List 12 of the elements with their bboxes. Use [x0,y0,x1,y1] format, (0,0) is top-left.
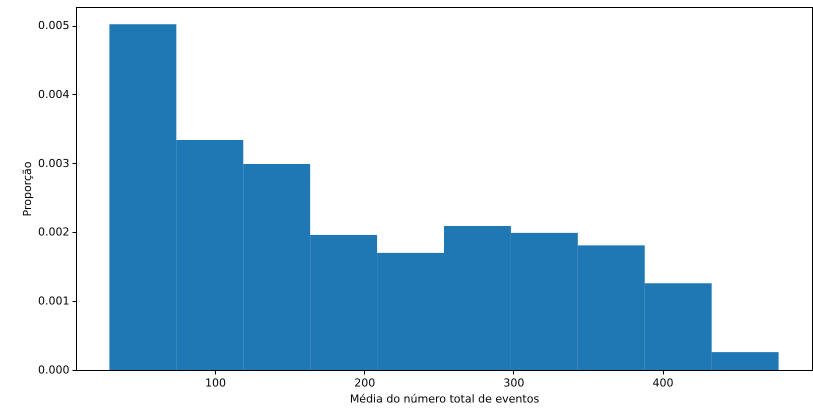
x-tick-label: 100 [205,376,226,390]
y-tick-label: 0.002 [38,226,70,239]
y-tick-label: 0.003 [38,156,70,170]
x-tick-label: 200 [354,376,376,390]
y-axis-title: Proporção [21,161,34,216]
y-tick-label: 0.005 [38,19,70,32]
y-tick-label: 0.000 [38,364,70,376]
x-tick-label: 300 [503,376,524,390]
y-tick-label: 0.004 [38,88,70,101]
y-tick-label: 0.001 [38,294,70,308]
x-tick-label: 400 [652,376,674,390]
x-axis-title: Média do número total de eventos [350,392,540,406]
